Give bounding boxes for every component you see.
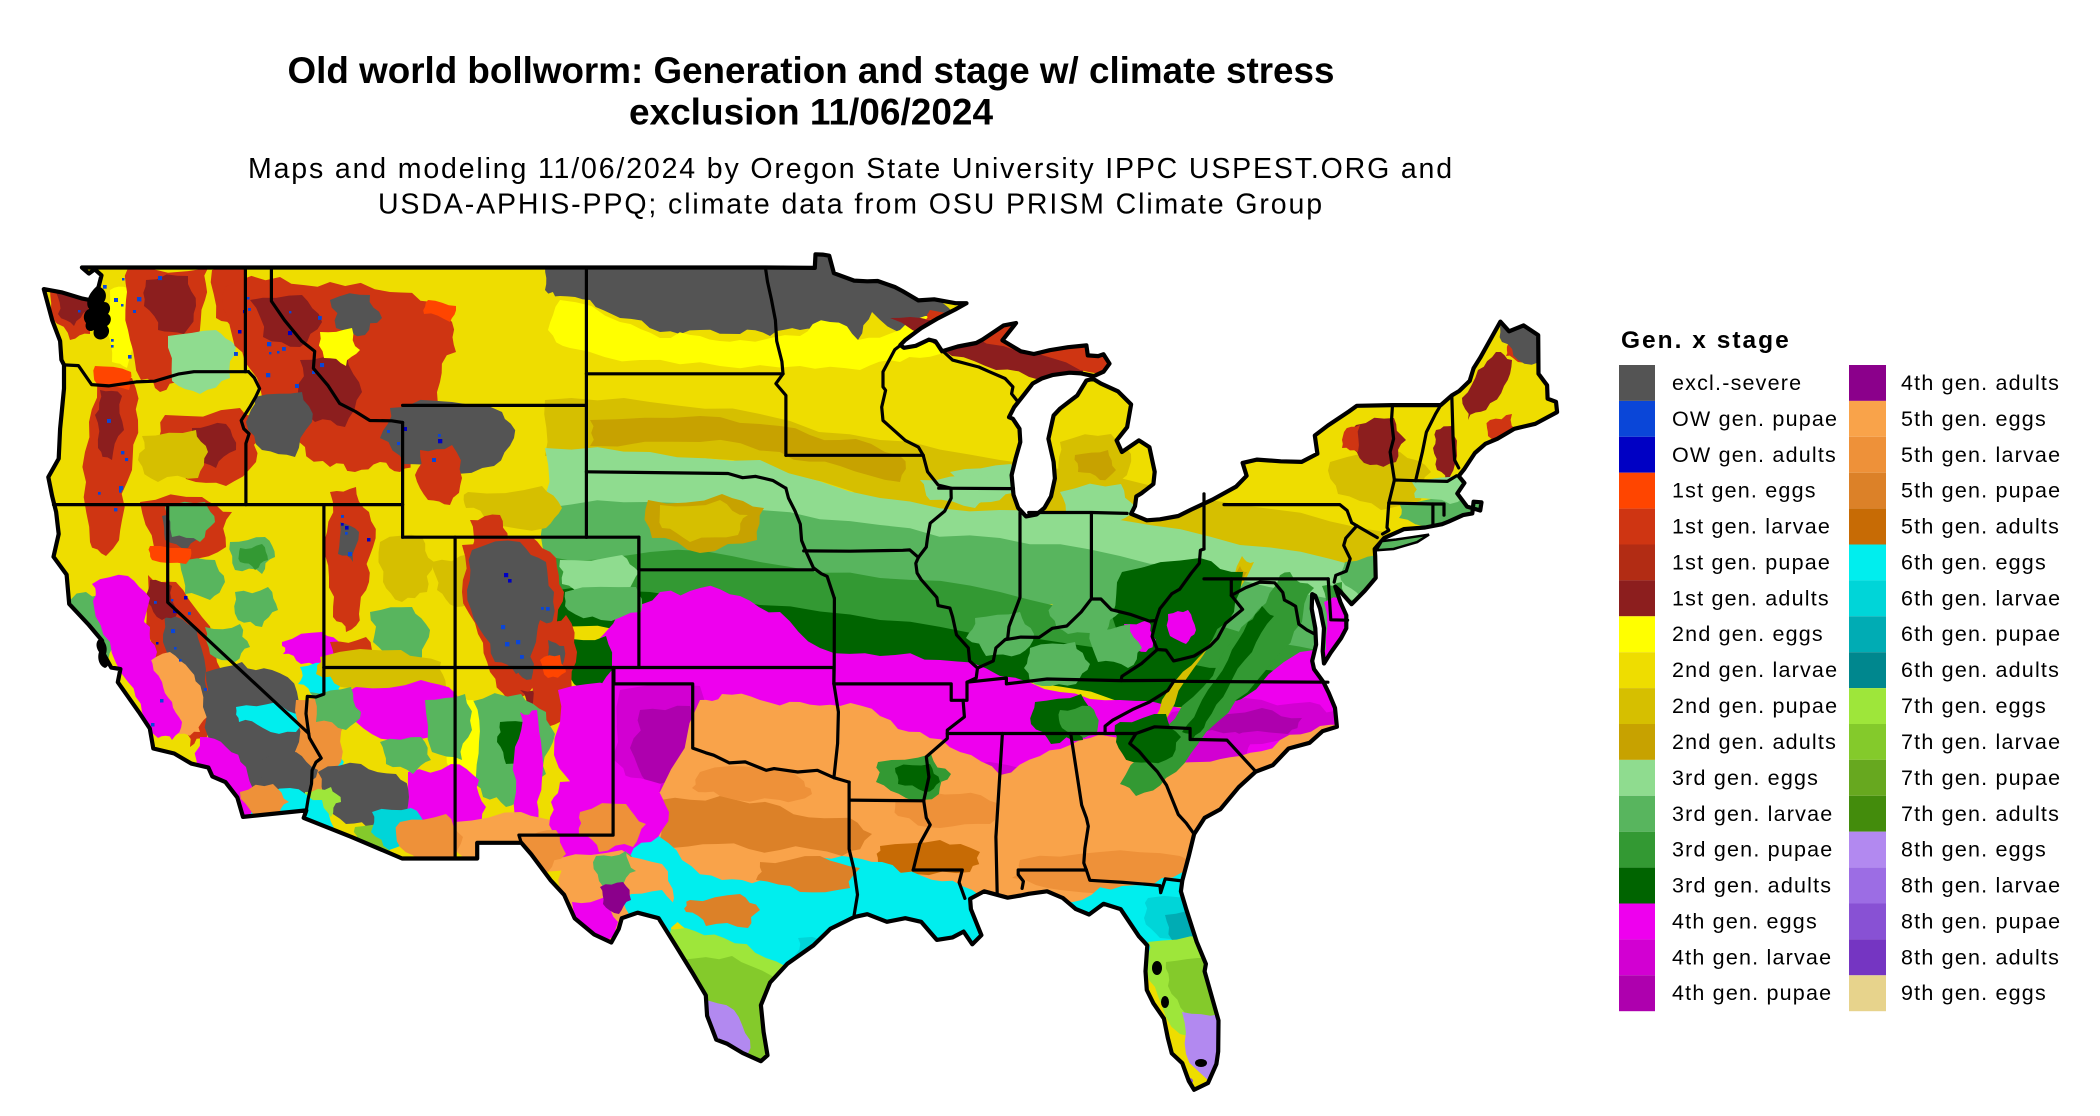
svg-text:exclusion 11/06/2024: exclusion 11/06/2024 <box>629 92 994 133</box>
svg-text:2nd gen. pupae: 2nd gen. pupae <box>1672 694 1838 718</box>
svg-text:3rd gen. larvae: 3rd gen. larvae <box>1672 802 1833 826</box>
svg-text:1st gen. larvae: 1st gen. larvae <box>1672 515 1831 539</box>
svg-text:OW gen. pupae: OW gen. pupae <box>1672 407 1838 431</box>
svg-text:Old world bollworm: Generation: Old world bollworm: Generation and stage… <box>288 50 1335 91</box>
svg-text:9th gen. eggs: 9th gen. eggs <box>1901 981 2047 1005</box>
svg-text:2nd gen. larvae: 2nd gen. larvae <box>1672 658 1838 682</box>
svg-text:Maps and modeling 11/06/2024 b: Maps and modeling 11/06/2024 by Oregon S… <box>248 153 1454 185</box>
svg-text:6th gen. eggs: 6th gen. eggs <box>1901 551 2047 575</box>
svg-text:5th gen. eggs: 5th gen. eggs <box>1901 407 2047 431</box>
svg-text:2nd gen. eggs: 2nd gen. eggs <box>1672 622 1824 646</box>
svg-text:OW gen. adults: OW gen. adults <box>1672 443 1837 467</box>
svg-text:5th gen. adults: 5th gen. adults <box>1901 515 2060 539</box>
svg-text:4th gen. eggs: 4th gen. eggs <box>1672 910 1818 934</box>
svg-text:Gen. x stage: Gen. x stage <box>1621 327 1791 354</box>
svg-text:8th gen. adults: 8th gen. adults <box>1901 945 2060 969</box>
svg-text:6th gen. larvae: 6th gen. larvae <box>1901 586 2061 610</box>
svg-text:3rd gen. adults: 3rd gen. adults <box>1672 874 1832 898</box>
svg-text:6th gen. adults: 6th gen. adults <box>1901 658 2060 682</box>
svg-text:4th gen. larvae: 4th gen. larvae <box>1672 945 1832 969</box>
svg-text:8th gen. larvae: 8th gen. larvae <box>1901 874 2061 898</box>
svg-text:6th gen. pupae: 6th gen. pupae <box>1901 622 2061 646</box>
svg-text:excl.-severe: excl.-severe <box>1672 371 1802 395</box>
svg-text:USDA-APHIS-PPQ; climate data f: USDA-APHIS-PPQ; climate data from OSU PR… <box>378 189 1324 221</box>
svg-text:1st gen. pupae: 1st gen. pupae <box>1672 551 1831 575</box>
svg-text:7th gen. eggs: 7th gen. eggs <box>1901 694 2047 718</box>
svg-text:3rd gen. pupae: 3rd gen. pupae <box>1672 838 1833 862</box>
svg-text:2nd gen. adults: 2nd gen. adults <box>1672 730 1837 754</box>
svg-text:7th gen. larvae: 7th gen. larvae <box>1901 730 2061 754</box>
svg-text:1st gen. eggs: 1st gen. eggs <box>1672 479 1817 503</box>
svg-text:4th gen. adults: 4th gen. adults <box>1901 371 2060 395</box>
svg-text:5th gen. pupae: 5th gen. pupae <box>1901 479 2061 503</box>
svg-text:7th gen. adults: 7th gen. adults <box>1901 802 2060 826</box>
svg-text:3rd gen. eggs: 3rd gen. eggs <box>1672 766 1819 790</box>
svg-text:1st gen. adults: 1st gen. adults <box>1672 586 1830 610</box>
svg-text:8th gen. eggs: 8th gen. eggs <box>1901 838 2047 862</box>
svg-text:8th gen. pupae: 8th gen. pupae <box>1901 910 2061 934</box>
svg-text:5th gen. larvae: 5th gen. larvae <box>1901 443 2061 467</box>
svg-text:4th gen. pupae: 4th gen. pupae <box>1672 981 1832 1005</box>
svg-text:7th gen. pupae: 7th gen. pupae <box>1901 766 2061 790</box>
